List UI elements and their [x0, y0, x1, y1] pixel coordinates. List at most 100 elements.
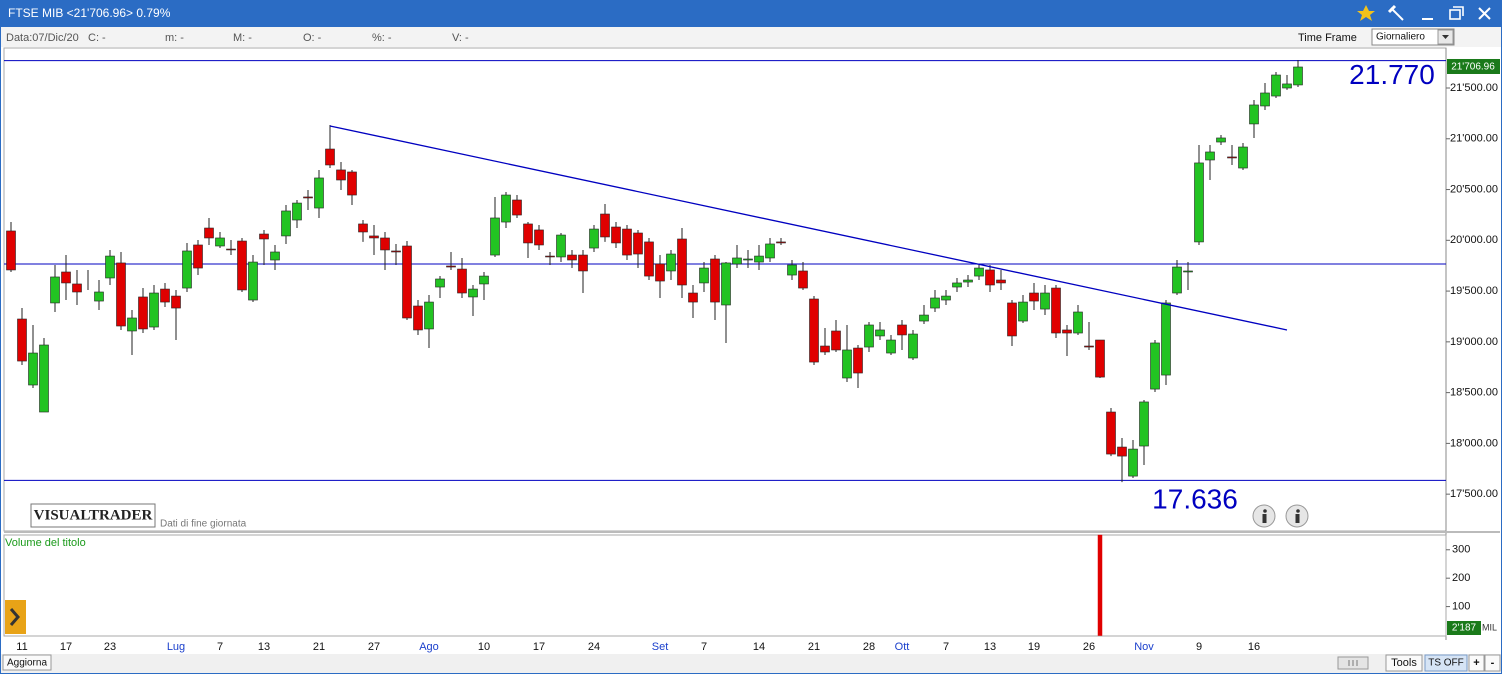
x-tick-label: 13: [258, 641, 270, 653]
ts-toggle[interactable]: TS OFF: [1424, 654, 1468, 672]
x-tick-label: 27: [368, 641, 380, 653]
panel-toggle[interactable]: [5, 600, 26, 634]
logo-text: VISUALTRADER: [34, 507, 153, 523]
candle-body: [512, 199, 522, 216]
time-frame-select[interactable]: Giornaliero: [1371, 28, 1455, 46]
candle-body: [149, 292, 159, 328]
volume-last-label: 2'187: [1452, 623, 1477, 634]
zoom-in[interactable]: +: [1468, 654, 1485, 672]
candle-body: [908, 333, 918, 359]
candle-body: [380, 237, 390, 251]
candle-body: [1183, 270, 1193, 273]
candle-body: [545, 255, 555, 258]
candle-body: [1106, 411, 1116, 455]
candle-body: [1117, 446, 1127, 457]
refresh-label: Aggiorna: [7, 658, 47, 669]
candle-body: [303, 196, 313, 199]
x-tick-label: 28: [863, 641, 875, 653]
candle-body: [138, 296, 148, 330]
last-price-box: [1447, 58, 1500, 74]
candle-body: [193, 244, 203, 269]
x-tick-label: 23: [104, 641, 116, 653]
candle-body: [655, 263, 665, 282]
x-tick-label: Nov: [1134, 641, 1154, 653]
candle-body: [578, 254, 588, 272]
x-tick-label: 7: [943, 641, 949, 653]
candle-body: [17, 318, 27, 362]
y-tick-label: 300: [1452, 544, 1470, 556]
info-bar: [1, 27, 1501, 47]
y-tick-label: 19'500.00: [1450, 285, 1498, 297]
info-field: M: -: [233, 32, 252, 44]
data-note: Dati di fine giornata: [160, 519, 247, 530]
zoom-out[interactable]: -: [1484, 654, 1501, 672]
candle-body: [886, 339, 896, 354]
x-tick-label: 16: [1248, 641, 1260, 653]
volume-bar: [1097, 534, 1103, 636]
candle-body: [435, 278, 445, 288]
candle-body: [347, 171, 357, 196]
tools-menu[interactable]: Tools: [1385, 654, 1423, 672]
candle-body: [61, 271, 71, 284]
scroll-box[interactable]: [1337, 656, 1369, 670]
candle-body: [688, 292, 698, 303]
trend-line: [329, 125, 1288, 331]
title-bar: [0, 0, 1502, 27]
volume-label-box: [1447, 621, 1481, 635]
candle-body: [391, 250, 401, 253]
candle-body: [160, 288, 170, 303]
candle-body: [6, 230, 16, 271]
info-field: %: -: [372, 32, 392, 44]
y-tick-label: 20'000.00: [1450, 234, 1498, 246]
candle-body: [270, 251, 280, 261]
info-button[interactable]: [1285, 504, 1309, 528]
candle-body: [259, 233, 269, 240]
x-tick-label: 13: [984, 641, 996, 653]
candle-body: [182, 250, 192, 289]
candle-body: [787, 264, 797, 276]
candle-body: [589, 228, 599, 249]
candle-body: [611, 226, 621, 244]
candle-body: [39, 344, 49, 413]
y-tick-label: 19'000.00: [1450, 336, 1498, 348]
candle-body: [28, 352, 38, 386]
candle-body: [600, 213, 610, 238]
candle-body: [292, 202, 302, 221]
candle-body: [1227, 156, 1237, 159]
time-frame-value: Giornaliero: [1376, 32, 1425, 43]
info-button[interactable]: [1252, 504, 1276, 528]
last-price-label: 21'706.96: [1451, 62, 1495, 73]
maximize-button[interactable]: [1449, 6, 1464, 20]
candle-body: [1172, 266, 1182, 294]
candle-body: [1260, 92, 1270, 107]
candle-body: [644, 241, 654, 277]
candle-body: [1128, 448, 1138, 477]
candle-body: [1271, 74, 1281, 97]
x-tick-label: 10: [478, 641, 490, 653]
candle-body: [1216, 137, 1226, 143]
candle-body: [1007, 302, 1017, 337]
candle-body: [204, 227, 214, 239]
tools-button[interactable]: [1387, 4, 1404, 21]
candle-body: [1238, 146, 1248, 169]
candle-body: [413, 305, 423, 331]
candle-body: [754, 255, 764, 263]
candle-body: [732, 257, 742, 265]
favorite-button[interactable]: [1357, 5, 1375, 21]
close-button[interactable]: [1478, 7, 1491, 20]
candle-body: [941, 295, 951, 301]
info-field: C: -: [88, 32, 106, 44]
candle-body: [952, 282, 962, 288]
y-tick-label: 18'000.00: [1450, 437, 1498, 449]
level-label: 17.636: [1152, 484, 1238, 515]
candle-body: [1194, 162, 1204, 243]
candle-body: [864, 324, 874, 348]
candle-body: [402, 245, 412, 319]
x-tick-label: 11: [16, 641, 27, 653]
candle-body: [215, 237, 225, 247]
time-frame-label: Time Frame: [1298, 32, 1357, 44]
candle-body: [919, 314, 929, 322]
candle-body: [974, 267, 984, 277]
refresh-button[interactable]: Aggiorna: [2, 654, 52, 671]
